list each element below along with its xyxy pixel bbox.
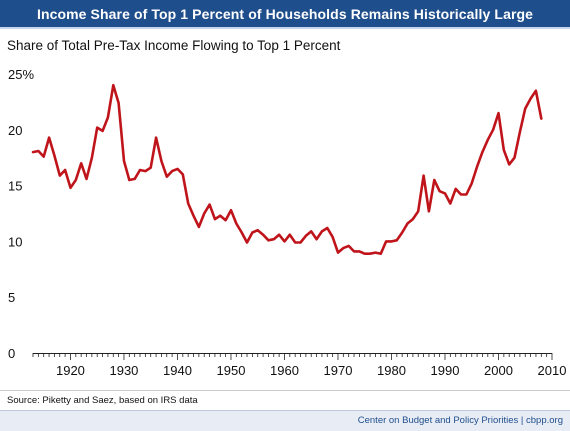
y-tick-label: 5 xyxy=(8,290,15,305)
x-tick-label: 1950 xyxy=(217,363,246,378)
x-tick-label: 1930 xyxy=(109,363,138,378)
credit-bar: Center on Budget and Policy Priorities |… xyxy=(0,410,570,431)
series-line-top-1-percent xyxy=(31,83,543,255)
footer-divider xyxy=(0,390,570,391)
credit-text: Center on Budget and Policy Priorities |… xyxy=(357,415,563,426)
x-tick-label: 1970 xyxy=(324,363,353,378)
chart-subtitle: Share of Total Pre-Tax Income Flowing to… xyxy=(7,38,341,53)
x-tick-label: 1920 xyxy=(56,363,85,378)
x-tick-label: 2010 xyxy=(538,363,567,378)
x-tick-label: 2000 xyxy=(484,363,513,378)
source-note: Source: Piketty and Saez, based on IRS d… xyxy=(7,395,198,406)
title-bar: Income Share of Top 1 Percent of Househo… xyxy=(0,0,570,29)
chart-title: Income Share of Top 1 Percent of Househo… xyxy=(36,5,534,22)
y-tick-label: 0 xyxy=(8,346,15,361)
x-tick-label: 1980 xyxy=(377,363,406,378)
y-tick-label: 20 xyxy=(8,123,22,138)
y-tick-label: 25% xyxy=(8,67,34,82)
y-tick-label: 15 xyxy=(8,179,22,194)
x-tick-label: 1990 xyxy=(431,363,460,378)
y-tick-label: 10 xyxy=(8,234,22,249)
x-tick-label: 1960 xyxy=(270,363,299,378)
line-chart: 1920 1930 1940 1950 1960 1970 1980 1990 2000 2010… xyxy=(8,67,567,378)
x-tick-label: 1940 xyxy=(163,363,192,378)
